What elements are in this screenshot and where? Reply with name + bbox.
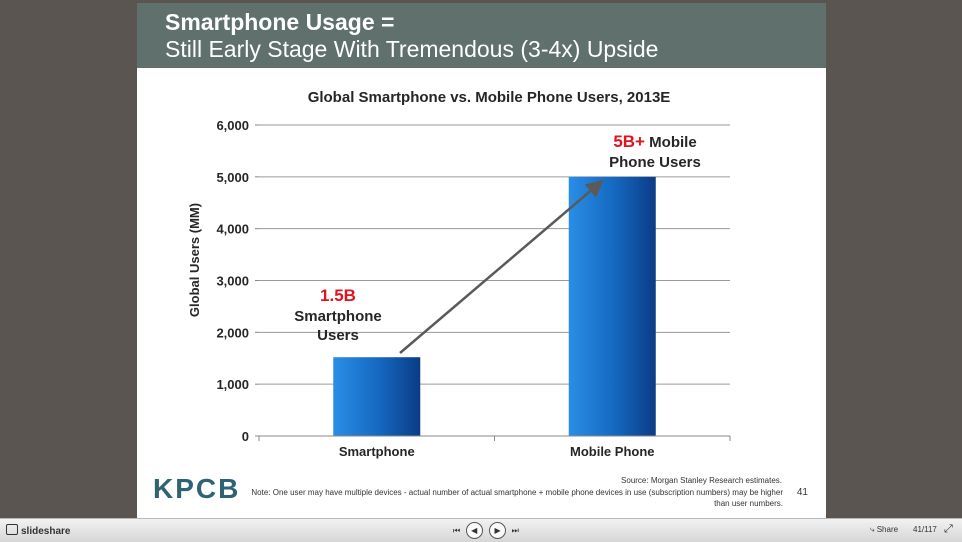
page-number: 41 bbox=[796, 487, 808, 498]
source-note: Source: Morgan Stanley Research estimate… bbox=[621, 476, 782, 485]
slide-header: Smartphone Usage = Still Early Stage Wit… bbox=[137, 3, 826, 68]
slide-navigation: ⏮ ◀ ▶ ⏭ bbox=[453, 522, 519, 540]
next-slide-button[interactable]: ▶ bbox=[489, 522, 507, 540]
y-tick-label: 2,000 bbox=[216, 325, 249, 340]
bar-chart: Global Smartphone vs. Mobile Phone Users… bbox=[187, 89, 731, 459]
prev-slide-button[interactable]: ◀ bbox=[465, 522, 483, 540]
prev-icon: ◀ bbox=[471, 526, 478, 536]
y-tick-label: 5,000 bbox=[216, 170, 249, 185]
player-toolbar: slideshare ⏮ ◀ ▶ ⏭ ⤷ Share 41/117 ⤢ bbox=[0, 518, 962, 542]
y-axis-ticks: 0 1,000 2,000 3,000 4,000 5,000 6,000 bbox=[216, 118, 259, 444]
x-axis-ticks: Smartphone Mobile Phone bbox=[258, 436, 731, 459]
growth-arrow bbox=[399, 179, 604, 354]
bar-smartphone bbox=[333, 357, 421, 436]
slide-title: Smartphone Usage = bbox=[165, 9, 395, 35]
last-slide-icon[interactable]: ⏭ bbox=[511, 525, 519, 535]
annotation-mobile-phone: 5B+ Mobile Phone Users bbox=[609, 132, 701, 171]
x-tick-label: Mobile Phone bbox=[570, 444, 655, 459]
y-tick-label: 0 bbox=[242, 429, 249, 444]
annotation-mobile-line1: 5B+ Mobile bbox=[613, 132, 696, 151]
footnote: Note: One user may have multiple devices… bbox=[251, 488, 783, 508]
x-tick-label: Smartphone bbox=[339, 444, 415, 459]
fullscreen-icon[interactable]: ⤢ bbox=[944, 523, 953, 535]
bars bbox=[333, 176, 656, 436]
annotation-smartphone-line1: Smartphone bbox=[294, 308, 382, 325]
share-icon: ⤷ bbox=[870, 525, 875, 534]
slideshare-logo[interactable]: slideshare bbox=[6, 524, 70, 537]
slide-subtitle: Still Early Stage With Tremendous (3-4x)… bbox=[165, 36, 659, 62]
next-icon: ▶ bbox=[494, 526, 501, 536]
y-tick-label: 4,000 bbox=[216, 222, 249, 237]
annotation-mobile-line2: Phone Users bbox=[609, 154, 701, 171]
annotation-smartphone-line2: Users bbox=[317, 327, 359, 344]
annotation-smartphone: 1.5B Smartphone Users bbox=[294, 286, 382, 344]
slide-counter: 41/117 bbox=[913, 525, 937, 534]
kpcb-logo: KPCB bbox=[153, 473, 241, 504]
annotation-smartphone-value: 1.5B bbox=[320, 286, 356, 305]
y-tick-label: 1,000 bbox=[216, 377, 249, 392]
slideshare-icon bbox=[6, 524, 18, 535]
y-tick-label: 3,000 bbox=[216, 274, 249, 289]
annotation-mobile-rest: Mobile bbox=[645, 134, 697, 151]
annotation-mobile-value: 5B+ bbox=[613, 132, 645, 151]
y-tick-label: 6,000 bbox=[216, 118, 249, 133]
first-slide-icon[interactable]: ⏮ bbox=[453, 525, 461, 535]
slide: Smartphone Usage = Still Early Stage Wit… bbox=[137, 3, 826, 518]
y-axis-label: Global Users (MM) bbox=[187, 203, 202, 317]
share-label: Share bbox=[876, 525, 899, 534]
chart-title: Global Smartphone vs. Mobile Phone Users… bbox=[308, 89, 671, 106]
brand-label: slideshare bbox=[21, 526, 71, 537]
bar-mobile-phone bbox=[568, 176, 656, 436]
share-button[interactable]: ⤷ Share bbox=[870, 525, 898, 535]
